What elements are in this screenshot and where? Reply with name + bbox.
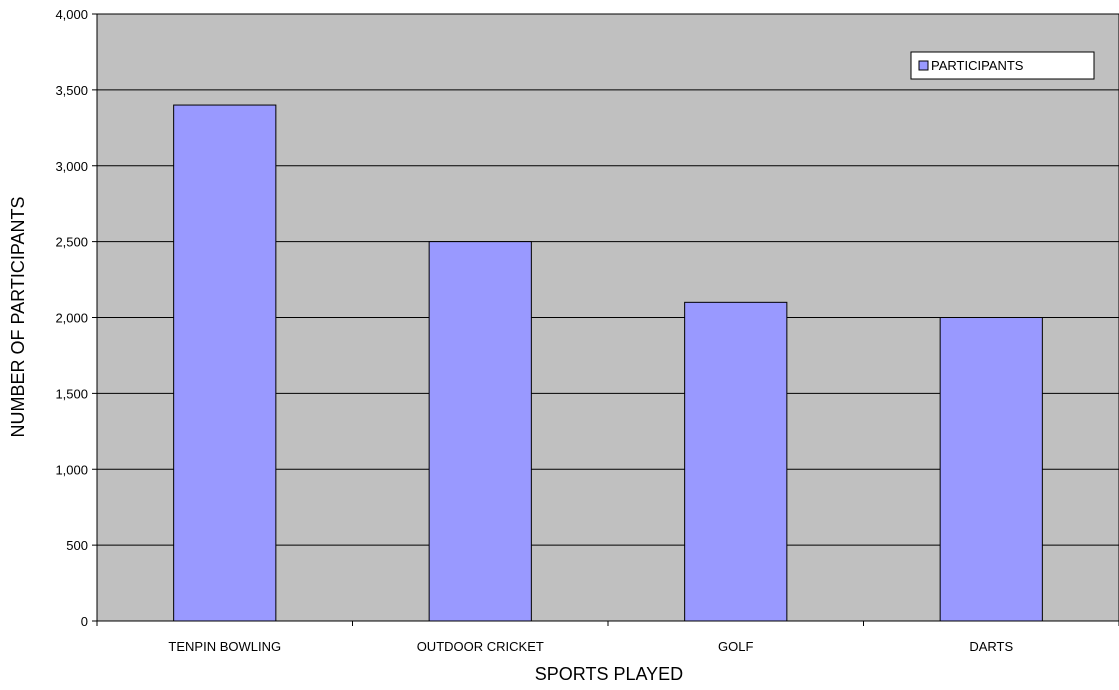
bars <box>173 104 1043 622</box>
bar <box>428 241 532 622</box>
x-tick-label: DARTS <box>969 639 1013 654</box>
x-tick-label: OUTDOOR CRICKET <box>417 639 544 654</box>
y-tick-label: 3,500 <box>55 83 88 98</box>
legend-swatch <box>918 60 929 71</box>
bar <box>173 104 277 622</box>
y-tick-label: 3,000 <box>55 159 88 174</box>
legend-label: PARTICIPANTS <box>931 58 1024 73</box>
x-axis: TENPIN BOWLING OUTDOOR CRICKET GOLF DARTS <box>96 620 1119 654</box>
y-tick-label: 4,000 <box>55 7 88 22</box>
x-tick-label: TENPIN BOWLING <box>168 639 281 654</box>
y-tick-label: 0 <box>81 614 88 629</box>
y-tick-label: 1,000 <box>55 462 88 477</box>
y-tick-label: 2,500 <box>55 235 88 250</box>
y-tick-label: 1,500 <box>55 386 88 401</box>
x-axis-title: SPORTS PLAYED <box>535 664 683 684</box>
bar <box>939 317 1043 622</box>
legend: PARTICIPANTS <box>910 51 1095 80</box>
bar <box>684 301 788 622</box>
y-axis: 0 500 1,000 1,500 2,000 2,500 3,000 3,500 4,000 <box>55 7 98 629</box>
legend-box <box>910 51 1095 80</box>
x-tick-label: GOLF <box>718 639 753 654</box>
y-tick-label: 500 <box>66 538 88 553</box>
y-axis-title: NUMBER OF PARTICIPANTS <box>8 196 28 437</box>
y-tick-label: 2,000 <box>55 311 88 326</box>
